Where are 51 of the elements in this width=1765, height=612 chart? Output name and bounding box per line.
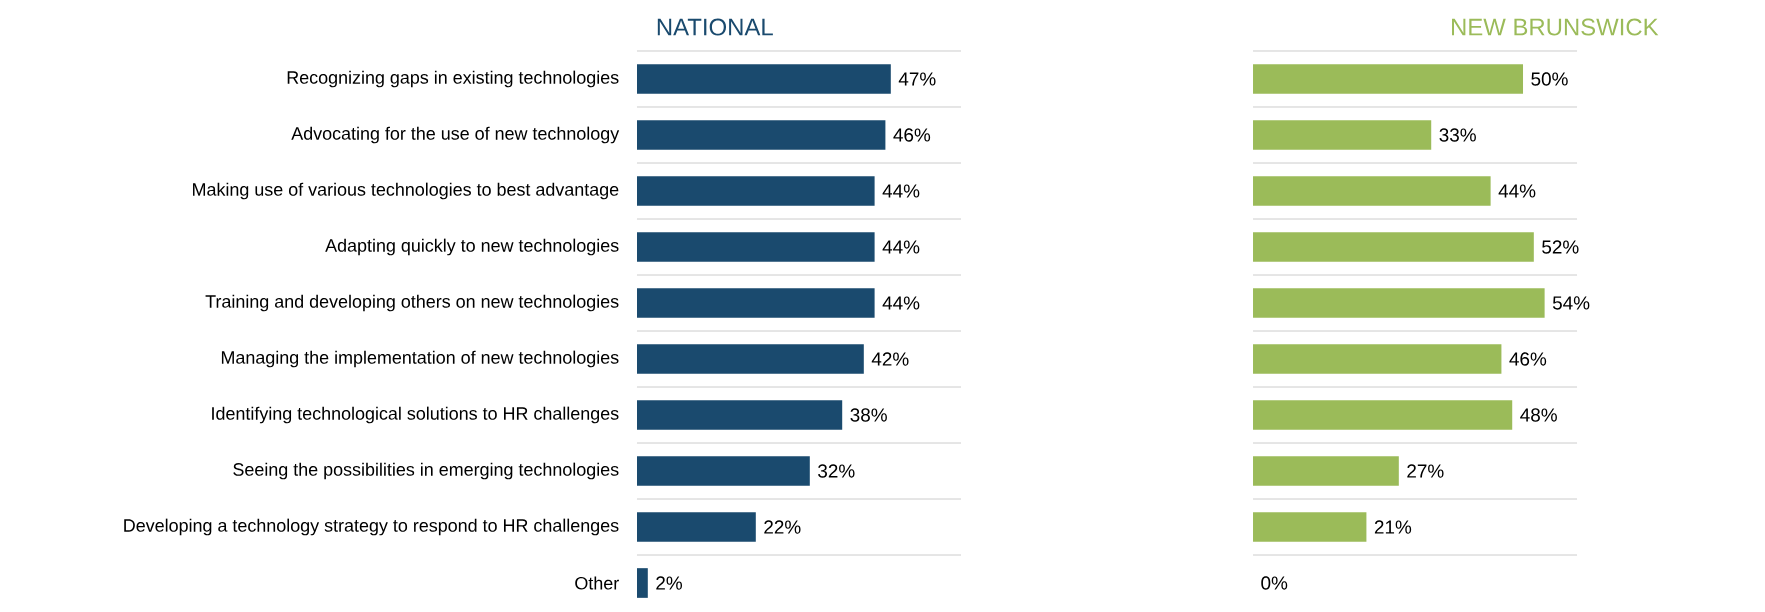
data-label: 54%: [1552, 296, 1590, 310]
y-tick-label: Other: [575, 576, 619, 590]
bar: [1253, 456, 1399, 486]
data-label: 44%: [1498, 184, 1536, 198]
y-tick-label: Making use of various technologies to best advantage: [193, 182, 619, 200]
y-tick-label: Seeing the possibilities in emerging technologies: [233, 462, 619, 480]
data-label: 47%: [898, 72, 936, 86]
y-tick-label: Managing the implementation of new technologies: [221, 350, 619, 368]
bar: [637, 456, 810, 486]
bar: [1253, 120, 1432, 150]
data-label: 52%: [1542, 240, 1579, 254]
data-label: 44%: [882, 240, 920, 254]
data-label: 50%: [1531, 72, 1568, 86]
data-label: 46%: [1509, 352, 1547, 366]
y-tick-label: Advocating for the use of new technology: [291, 126, 620, 144]
chart-title: NATIONAL: [657, 18, 773, 36]
bar: [637, 568, 648, 598]
y-tick-label: Identifying technological solutions to HR challenges: [212, 406, 619, 424]
bar: [1253, 176, 1491, 206]
bar: [637, 120, 886, 150]
data-label: 27%: [1407, 464, 1444, 478]
data-label: 46%: [893, 128, 931, 142]
bar: [1253, 400, 1513, 430]
y-tick-label: Recognizing gaps in existing technologies: [287, 70, 619, 88]
bar: [637, 64, 891, 94]
data-label: 22%: [764, 520, 801, 534]
bar: [637, 232, 875, 262]
bar: [1253, 344, 1502, 374]
data-label: 44%: [882, 296, 920, 310]
bar: [637, 512, 756, 542]
data-label: 44%: [882, 184, 920, 198]
data-label: 21%: [1374, 520, 1412, 534]
data-label: 38%: [850, 408, 887, 422]
bar: [1253, 64, 1524, 94]
bar: [637, 176, 875, 206]
bar: [637, 288, 875, 318]
y-tick-label: Developing a technology strategy to respond to HR challenges: [124, 518, 619, 536]
bar: [1253, 232, 1534, 262]
bar: [637, 400, 843, 430]
data-label: 42%: [871, 352, 909, 366]
y-tick-label: Adapting quickly to new technologies: [325, 238, 619, 256]
data-label: 48%: [1520, 408, 1557, 422]
chart-title: NEW BRUNSWICK: [1452, 18, 1659, 36]
data-label: 0%: [1261, 576, 1288, 590]
bar: [1253, 512, 1367, 542]
data-label: 2%: [656, 576, 682, 590]
data-label: 33%: [1439, 128, 1476, 142]
data-label: 32%: [818, 464, 855, 478]
bar: [1253, 288, 1545, 318]
y-tick-label: Training and developing others on new technologies: [205, 294, 619, 312]
bar: [637, 344, 864, 374]
